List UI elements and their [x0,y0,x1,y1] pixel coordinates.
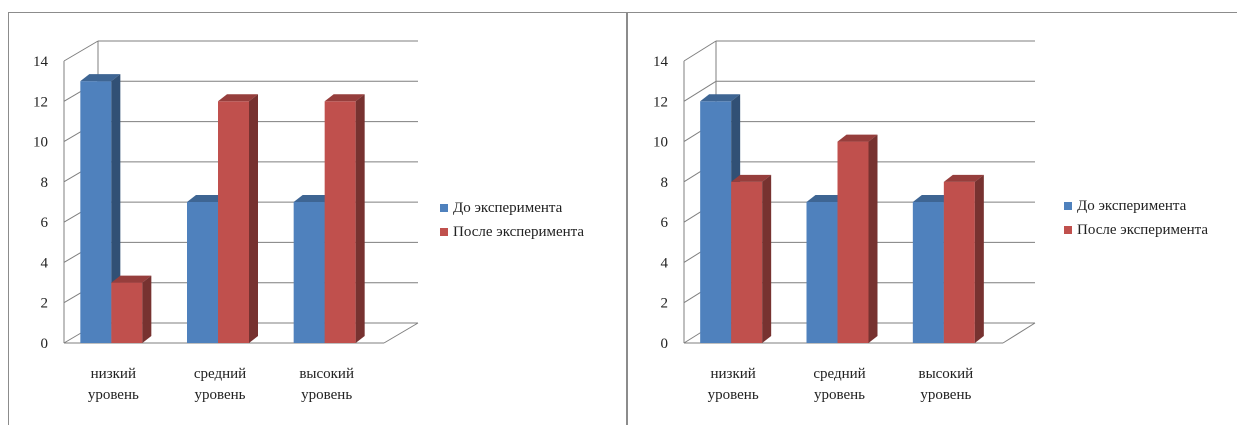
bar-front [218,101,249,344]
bar-front [293,202,325,343]
chart-panel-right: 0 2 4 6 8 10 12 14 низкий уровень средний уровень вы… [628,0,1237,425]
bar-front [806,202,838,343]
chart-right-svg: 0 2 4 6 8 10 12 14 низкий уровень средний уровень вы… [653,40,1036,403]
bar-top [80,74,121,82]
y-tick-label: 0 [41,336,49,352]
floor-edge [383,322,419,344]
legend-label-after: После эксперимента [453,223,585,240]
y-tick-label: 12 [33,94,48,110]
y-tick-label: 4 [41,255,49,271]
bar-side [974,174,984,343]
legend-item-after: После эксперимента [1064,218,1208,242]
bar [324,94,365,344]
x-tick-label: низкий [91,366,136,382]
bar-side [249,94,258,344]
x-tick-label: средний [813,366,865,382]
bar-front [187,202,218,343]
bar-front [837,141,869,343]
bar-top [837,134,878,142]
y-tick-label: 10 [33,135,48,151]
legend-swatch-after [1064,226,1072,234]
legend-swatch-after [440,228,448,236]
figure-left-border [8,12,9,425]
bar-top [187,195,227,202]
bar-front [731,181,763,343]
chart-left-svg: 0 2 4 6 8 10 12 14 низкий уровень средний уровень вы… [33,40,419,403]
x-tick-label: уровень [301,387,352,403]
bar-front [324,101,356,344]
bar-top [700,94,741,102]
x-tick-label: уровень [708,387,759,403]
y-tick-label: 2 [661,296,669,312]
bar-front [80,81,112,344]
x-tick-label: уровень [920,387,971,403]
y-tick-label: 6 [41,215,49,231]
bar [731,174,772,343]
bar-top [324,94,365,102]
legend-item-before: До эксперимента [1064,194,1208,218]
legend-item-after: После эксперимента [440,220,584,244]
bar [218,94,258,344]
bar-side [868,134,878,343]
figure-top-border [8,12,1237,13]
bar-side [762,174,772,343]
legend-item-before: До эксперимента [440,196,584,220]
bar-top [943,174,984,182]
x-tick-label: низкий [711,366,756,382]
bar-top [293,195,334,202]
bar-side [142,275,152,343]
chart-panel-left: 0 2 4 6 8 10 12 14 низкий уровень средний уровень вы… [8,0,625,425]
bar-top [731,174,772,182]
bar-side [355,94,365,344]
bar-top [912,195,953,202]
y-tick-label: 6 [661,215,669,231]
bar [943,174,984,343]
panel-divider [626,12,628,425]
legend-swatch-before [1064,202,1072,210]
bar-top [111,275,152,283]
bar-front [111,282,143,343]
bar-side [111,74,121,344]
legend-label-before: До эксперимента [1077,197,1187,214]
legend-left: До эксперимента После эксперимента [440,196,584,244]
x-tick-label: уровень [194,387,245,403]
y-tick-label: 0 [661,336,669,352]
bar-top [806,195,847,202]
bar [111,275,152,343]
bar-front [912,202,944,343]
legend-label-before: До эксперимента [453,199,563,216]
y-tick-label: 2 [41,296,49,312]
x-tick-label: уровень [814,387,865,403]
bar [80,74,121,344]
y-tick-label: 4 [661,255,669,271]
y-tick-label: 8 [41,175,49,191]
y-tick-label: 8 [661,175,669,191]
bar [837,134,878,343]
gridline-side [63,40,99,62]
bar-front [700,101,732,344]
gridline-side [683,40,717,62]
bar-top [218,94,258,102]
legend-right: До эксперимента После эксперимента [1064,194,1208,242]
y-tick-label: 12 [653,94,668,110]
floor-edge [1002,322,1036,344]
x-tick-label: уровень [88,387,139,403]
gridline-side [683,80,717,102]
y-tick-label: 10 [653,135,668,151]
legend-swatch-before [440,204,448,212]
y-tick-label: 14 [33,54,49,70]
bar-front [943,181,975,343]
x-tick-label: высокий [299,366,354,382]
y-tick-label: 14 [653,54,669,70]
x-tick-label: средний [194,366,246,382]
legend-label-after: После эксперимента [1077,221,1209,238]
x-tick-label: высокий [918,366,973,382]
